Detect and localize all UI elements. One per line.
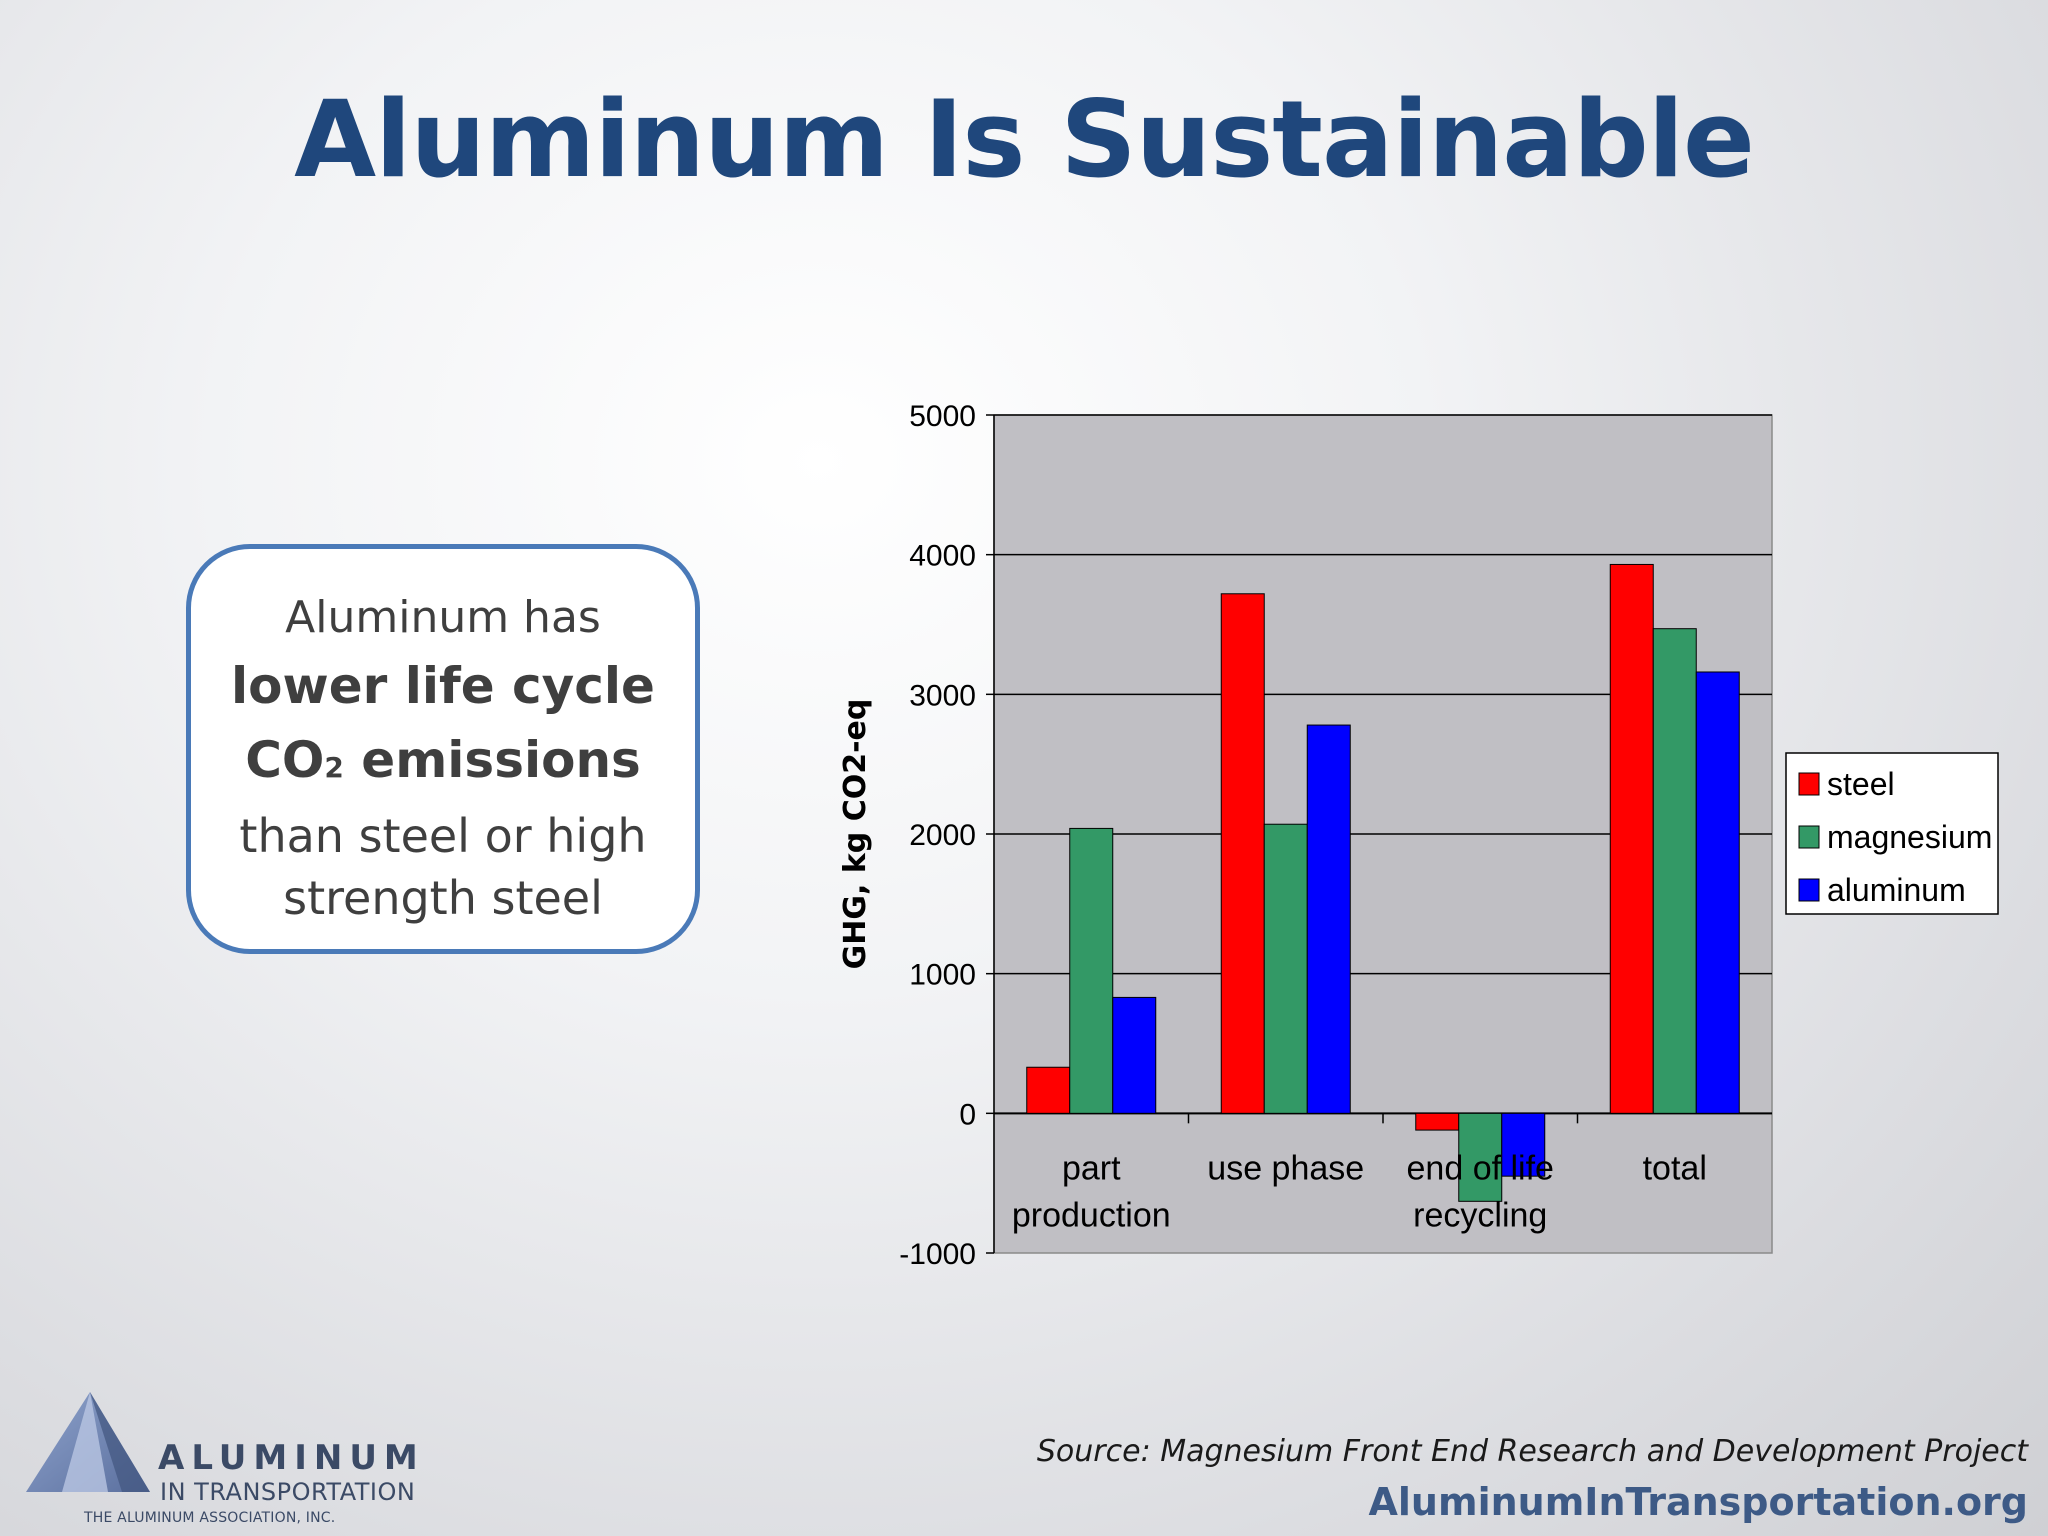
y-tick-label: 3000 xyxy=(909,679,976,712)
bar-magnesium xyxy=(1652,628,1697,1114)
x-category-label: part xyxy=(1062,1149,1121,1187)
y-tick-label: 2000 xyxy=(909,819,976,852)
bar-steel xyxy=(1415,1112,1460,1131)
legend-label: magnesium xyxy=(1827,819,1992,855)
legend-swatch xyxy=(1798,825,1820,849)
legend-label: aluminum xyxy=(1827,872,1966,908)
x-category-label: production xyxy=(1012,1196,1171,1234)
bar-steel xyxy=(1220,593,1265,1114)
bar-magnesium xyxy=(1263,823,1308,1114)
y-tick-label: 4000 xyxy=(909,540,976,573)
callout-box: Aluminum has lower life cycle CO2 emissi… xyxy=(186,544,700,954)
callout-line-3: CO2 emissions xyxy=(191,723,695,805)
bar-aluminum xyxy=(1306,724,1351,1114)
source-note: Source: Magnesium Front End Research and… xyxy=(1036,1434,2028,1469)
bar-aluminum xyxy=(1501,1112,1546,1177)
legend-swatch xyxy=(1798,772,1820,796)
callout-co: CO xyxy=(245,731,325,789)
y-tick-label: -1000 xyxy=(899,1238,976,1271)
x-category-label: total xyxy=(1643,1149,1707,1187)
y-tick-label: 0 xyxy=(959,1098,976,1131)
callout-line-2: lower life cycle xyxy=(231,657,655,715)
logo-triangle-icon xyxy=(26,1392,150,1492)
bar-magnesium xyxy=(1458,1112,1503,1202)
x-category-label: recycling xyxy=(1413,1196,1547,1234)
logo-word-transportation: IN TRANSPORTATION xyxy=(160,1478,416,1506)
callout-line-1: Aluminum has xyxy=(285,592,601,643)
bar-aluminum xyxy=(1112,996,1157,1114)
legend-label: steel xyxy=(1827,766,1895,802)
logo-word-aluminum: ALUMINUM xyxy=(158,1438,425,1478)
legend-box xyxy=(1785,752,1999,915)
bar-aluminum xyxy=(1695,671,1740,1114)
aluminum-association-logo: ALUMINUM IN TRANSPORTATION THE ALUMINUM … xyxy=(22,1386,422,1526)
callout-emissions: emissions xyxy=(343,731,641,789)
slide-title: Aluminum Is Sustainable xyxy=(294,78,1755,201)
bar-steel xyxy=(1609,563,1654,1114)
logo-word-association: THE ALUMINUM ASSOCIATION, INC. xyxy=(84,1510,336,1526)
callout-subscript: 2 xyxy=(324,751,344,784)
legend-swatch xyxy=(1798,878,1820,902)
y-tick-label: 5000 xyxy=(909,400,976,433)
bar-steel xyxy=(1026,1066,1071,1114)
x-category-label: end of life xyxy=(1407,1149,1554,1187)
y-tick-label: 1000 xyxy=(909,959,976,992)
x-category-label: use phase xyxy=(1207,1149,1364,1187)
callout-line-5: strength steel xyxy=(283,871,603,925)
website-link[interactable]: AluminumInTransportation.org xyxy=(1368,1480,2029,1524)
bar-magnesium xyxy=(1069,827,1114,1114)
y-axis-title: GHG, kg CO2-eq xyxy=(838,699,873,970)
ghg-bar-chart: -1000 0 1000 2000 3000 4000 5000 part production… xyxy=(838,400,1999,1271)
callout-line-4: than steel or high xyxy=(239,809,647,863)
